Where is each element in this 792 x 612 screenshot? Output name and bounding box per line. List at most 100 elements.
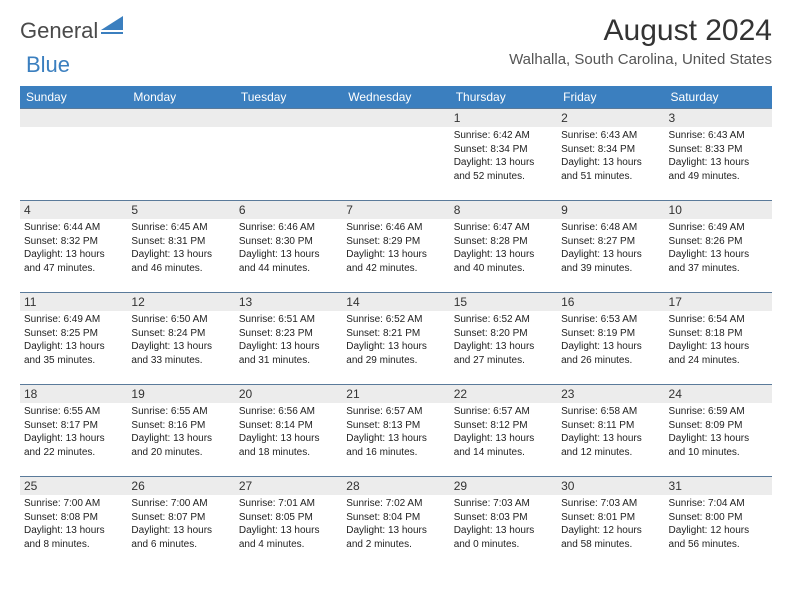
sunset-line: Sunset: 8:30 PM — [239, 235, 338, 249]
calendar-week: 1Sunrise: 6:42 AMSunset: 8:34 PMDaylight… — [20, 109, 772, 201]
day-details: Sunrise: 7:03 AMSunset: 8:01 PMDaylight:… — [561, 497, 660, 551]
day-cell: 11Sunrise: 6:49 AMSunset: 8:25 PMDayligh… — [20, 293, 127, 385]
daylight-line: Daylight: 13 hours and 52 minutes. — [454, 156, 553, 183]
sunrise-line: Sunrise: 6:42 AM — [454, 129, 553, 143]
day-details: Sunrise: 7:00 AMSunset: 8:07 PMDaylight:… — [131, 497, 230, 551]
sunrise-line: Sunrise: 7:00 AM — [24, 497, 123, 511]
day-cell: 25Sunrise: 7:00 AMSunset: 8:08 PMDayligh… — [20, 477, 127, 569]
day-details: Sunrise: 6:59 AMSunset: 8:09 PMDaylight:… — [669, 405, 768, 459]
sunrise-line: Sunrise: 6:43 AM — [669, 129, 768, 143]
day-details: Sunrise: 6:49 AMSunset: 8:25 PMDaylight:… — [24, 313, 123, 367]
day-number: 13 — [235, 293, 342, 311]
daylight-line: Daylight: 13 hours and 39 minutes. — [561, 248, 660, 275]
sunrise-line: Sunrise: 6:46 AM — [346, 221, 445, 235]
sunrise-line: Sunrise: 6:51 AM — [239, 313, 338, 327]
day-details: Sunrise: 7:01 AMSunset: 8:05 PMDaylight:… — [239, 497, 338, 551]
sunset-line: Sunset: 8:03 PM — [454, 511, 553, 525]
sunrise-line: Sunrise: 7:00 AM — [131, 497, 230, 511]
sunrise-line: Sunrise: 6:48 AM — [561, 221, 660, 235]
day-cell: 24Sunrise: 6:59 AMSunset: 8:09 PMDayligh… — [665, 385, 772, 477]
daylight-line: Daylight: 13 hours and 24 minutes. — [669, 340, 768, 367]
day-details: Sunrise: 6:51 AMSunset: 8:23 PMDaylight:… — [239, 313, 338, 367]
day-details: Sunrise: 7:04 AMSunset: 8:00 PMDaylight:… — [669, 497, 768, 551]
calendar-week: 4Sunrise: 6:44 AMSunset: 8:32 PMDaylight… — [20, 201, 772, 293]
day-cell: 20Sunrise: 6:56 AMSunset: 8:14 PMDayligh… — [235, 385, 342, 477]
day-details: Sunrise: 6:46 AMSunset: 8:30 PMDaylight:… — [239, 221, 338, 275]
daylight-line: Daylight: 13 hours and 46 minutes. — [131, 248, 230, 275]
sunset-line: Sunset: 8:12 PM — [454, 419, 553, 433]
day-cell: 8Sunrise: 6:47 AMSunset: 8:28 PMDaylight… — [450, 201, 557, 293]
day-details: Sunrise: 6:53 AMSunset: 8:19 PMDaylight:… — [561, 313, 660, 367]
daylight-line: Daylight: 13 hours and 26 minutes. — [561, 340, 660, 367]
sunset-line: Sunset: 8:26 PM — [669, 235, 768, 249]
sunset-line: Sunset: 8:13 PM — [346, 419, 445, 433]
daylight-line: Daylight: 13 hours and 42 minutes. — [346, 248, 445, 275]
daylight-line: Daylight: 13 hours and 31 minutes. — [239, 340, 338, 367]
day-details: Sunrise: 6:45 AMSunset: 8:31 PMDaylight:… — [131, 221, 230, 275]
sunset-line: Sunset: 8:21 PM — [346, 327, 445, 341]
day-cell — [235, 109, 342, 201]
day-number: 3 — [665, 109, 772, 127]
calendar-page: General August 2024 Walhalla, South Caro… — [0, 0, 792, 569]
sunset-line: Sunset: 8:00 PM — [669, 511, 768, 525]
day-cell: 7Sunrise: 6:46 AMSunset: 8:29 PMDaylight… — [342, 201, 449, 293]
day-cell: 22Sunrise: 6:57 AMSunset: 8:12 PMDayligh… — [450, 385, 557, 477]
sunrise-line: Sunrise: 6:43 AM — [561, 129, 660, 143]
day-cell: 15Sunrise: 6:52 AMSunset: 8:20 PMDayligh… — [450, 293, 557, 385]
day-cell — [127, 109, 234, 201]
dayname-wednesday: Wednesday — [342, 86, 449, 109]
sunset-line: Sunset: 8:14 PM — [239, 419, 338, 433]
day-cell: 1 Sunrise: 6:42 AMSunset: 8:34 PMDaylight… — [450, 109, 557, 201]
calendar-week: 25Sunrise: 7:00 AMSunset: 8:08 PMDayligh… — [20, 477, 772, 569]
day-cell: 5Sunrise: 6:45 AMSunset: 8:31 PMDaylight… — [127, 201, 234, 293]
brand-blue: Blue — [26, 52, 70, 77]
day-details: Sunrise: 6:55 AMSunset: 8:16 PMDaylight:… — [131, 405, 230, 459]
day-details: Sunrise: 6:52 AMSunset: 8:20 PMDaylight:… — [454, 313, 553, 367]
sunset-line: Sunset: 8:29 PM — [346, 235, 445, 249]
day-details: Sunrise: 6:57 AMSunset: 8:13 PMDaylight:… — [346, 405, 445, 459]
day-details: Sunrise: 7:03 AMSunset: 8:03 PMDaylight:… — [454, 497, 553, 551]
sunrise-line: Sunrise: 6:59 AM — [669, 405, 768, 419]
day-number: 19 — [127, 385, 234, 403]
daylight-line: Daylight: 13 hours and 44 minutes. — [239, 248, 338, 275]
sunrise-line: Sunrise: 6:52 AM — [454, 313, 553, 327]
day-number: 31 — [665, 477, 772, 495]
day-cell: 16Sunrise: 6:53 AMSunset: 8:19 PMDayligh… — [557, 293, 664, 385]
sunrise-line: Sunrise: 6:54 AM — [669, 313, 768, 327]
sunset-line: Sunset: 8:33 PM — [669, 143, 768, 157]
sunset-line: Sunset: 8:24 PM — [131, 327, 230, 341]
brand-logo: General — [20, 18, 123, 44]
sunrise-line: Sunrise: 6:56 AM — [239, 405, 338, 419]
day-number: 21 — [342, 385, 449, 403]
sunrise-line: Sunrise: 6:53 AM — [561, 313, 660, 327]
day-number: 2 — [557, 109, 664, 127]
day-number — [235, 109, 342, 127]
sunrise-line: Sunrise: 6:52 AM — [346, 313, 445, 327]
sunset-line: Sunset: 8:16 PM — [131, 419, 230, 433]
sunset-line: Sunset: 8:34 PM — [561, 143, 660, 157]
day-cell: 3Sunrise: 6:43 AMSunset: 8:33 PMDaylight… — [665, 109, 772, 201]
daylight-line: Daylight: 13 hours and 27 minutes. — [454, 340, 553, 367]
day-details: Sunrise: 6:54 AMSunset: 8:18 PMDaylight:… — [669, 313, 768, 367]
day-cell: 30Sunrise: 7:03 AMSunset: 8:01 PMDayligh… — [557, 477, 664, 569]
daylight-line: Daylight: 13 hours and 0 minutes. — [454, 524, 553, 551]
daylight-line: Daylight: 13 hours and 20 minutes. — [131, 432, 230, 459]
sunset-line: Sunset: 8:32 PM — [24, 235, 123, 249]
day-number: 6 — [235, 201, 342, 219]
day-details: Sunrise: 6:42 AMSunset: 8:34 PMDaylight:… — [454, 129, 553, 183]
day-cell — [20, 109, 127, 201]
calendar-week: 18Sunrise: 6:55 AMSunset: 8:17 PMDayligh… — [20, 385, 772, 477]
daylight-line: Daylight: 13 hours and 40 minutes. — [454, 248, 553, 275]
day-cell: 21 Sunrise: 6:57 AMSunset: 8:13 PMDayligh… — [342, 385, 449, 477]
sunrise-line: Sunrise: 6:58 AM — [561, 405, 660, 419]
day-details: Sunrise: 6:46 AMSunset: 8:29 PMDaylight:… — [346, 221, 445, 275]
day-number: 1 — [450, 109, 557, 127]
day-cell: 4Sunrise: 6:44 AMSunset: 8:32 PMDaylight… — [20, 201, 127, 293]
dayname-friday: Friday — [557, 86, 664, 109]
day-cell: 18Sunrise: 6:55 AMSunset: 8:17 PMDayligh… — [20, 385, 127, 477]
calendar-body: 1Sunrise: 6:42 AMSunset: 8:34 PMDaylight… — [20, 109, 772, 569]
daylight-line: Daylight: 13 hours and 29 minutes. — [346, 340, 445, 367]
calendar-table: SundayMondayTuesdayWednesdayThursdayFrid… — [20, 86, 772, 569]
day-details: Sunrise: 6:50 AMSunset: 8:24 PMDaylight:… — [131, 313, 230, 367]
day-details: Sunrise: 6:49 AMSunset: 8:26 PMDaylight:… — [669, 221, 768, 275]
